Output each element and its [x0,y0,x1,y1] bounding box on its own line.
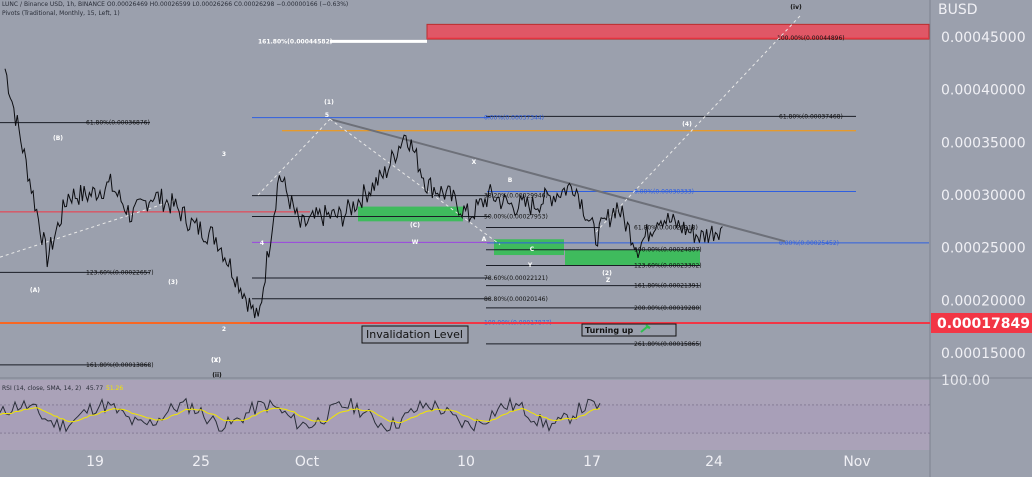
symbol-header: LUNC / Binance USD, 1h, BINANCE O0.00026… [2,1,349,8]
invalidation-box [361,325,469,344]
rsi-panel [0,380,930,450]
y-tick-label: 0.00035000 [941,135,1026,151]
wave-label: Z [606,277,611,284]
wave-label: B [508,177,513,184]
wave-label: (iv) [790,4,802,11]
fib-level-label: 161.80%(0.00021391) [634,283,702,290]
y-tick-label: 0.00030000 [941,188,1026,204]
turning-up-label: Turning up [585,326,634,335]
wave-label: (A) [30,287,40,294]
wave-label: C [530,246,535,253]
fib-level-label: 50.00%(0.00027953) [484,214,548,221]
x-tick-label: Oct [295,454,320,470]
fib-level-label: 61.80%(0.00026918) [634,224,698,231]
rsi-label: RSI (14, close, SMA, 14, 2) [2,385,81,392]
y-tick-label: 0.00025000 [941,241,1026,257]
fib-level-label: 0.00%(0.00037344) [484,115,544,122]
turning-up-arrow-icon [640,324,651,333]
x-tick-label: 19 [86,454,104,470]
fib-level-label: 123.60%(0.00022657) [86,269,154,276]
projection-line [0,199,176,258]
fib-level-label: 261.80%(0.00015865) [634,341,702,348]
fib-level-label: 88.80%(0.00020146) [484,296,548,303]
fib-level-label: 200.00%(0.00019280) [634,305,702,312]
wave-label: 2 [222,326,226,333]
projection-line [595,15,801,233]
fib-level-label: 78.60%(0.00022121) [484,275,548,282]
pivots-header: Pivots (Traditional, Monthly, 15, Left, … [2,10,120,17]
wave-label: Y [527,262,533,269]
fib-level-label: 0.00%(0.00025452) [779,240,839,247]
fib-level-label: 161.80%(0.00044582) [258,38,333,45]
wave-label: (B) [53,135,63,142]
rsi-axis-label: 100.00 [941,373,990,389]
wave-label: (C) [410,222,420,229]
y-tick-label: 0.00020000 [941,293,1026,309]
y-tick-label: 0.00045000 [941,30,1026,46]
wave-label: 5 [325,112,329,119]
fib-level-label: 61.80%(0.00037468) [779,113,843,120]
wave-label: (Y) [211,357,221,364]
green-zone [565,249,700,266]
fib-level-label: 123.60%(0.00023302) [634,263,702,270]
wave-label: 4 [260,240,264,247]
wave-label: X [472,159,477,166]
x-tick-label: 24 [705,454,723,470]
wave-label: W [412,239,419,246]
rsi-value: 45.77 [86,385,103,392]
price-axis-currency: BUSD [938,2,978,18]
rsi-line [0,396,601,433]
wave-label: A [482,236,487,243]
wave-label: (1) [324,99,334,106]
wave-label: (4) [682,121,692,128]
rsi-ma-value: 51.26 [106,385,123,392]
fib-level-label: 100.00%(0.00044896) [777,35,845,42]
wave-label: 3 [222,151,226,158]
x-tick-label: 17 [583,454,601,470]
y-tick-label: 0.00040000 [941,83,1026,99]
fib-level-label: 61.80%(0.00036876) [86,120,150,127]
current-price-label: 0.00017849 [937,316,1030,332]
wave-label: (ii) [212,372,222,379]
wave-label: (2) [602,270,612,277]
current-price-badge [931,312,1032,333]
fib-level-label: 100.00%(0.00024807) [634,247,702,254]
wave-label: (X) [211,357,221,364]
target-zone [426,23,930,40]
green-zone [358,206,463,222]
fib-level-label: 38.20%(0.00029946) [484,193,548,200]
trendline [329,118,786,243]
x-tick-label: 25 [192,454,210,470]
wave-label: (3) [168,279,178,286]
rsi-ma-line [0,407,601,424]
price-line [4,68,723,319]
x-tick-label: 10 [457,454,475,470]
y-tick-label: 0.00015000 [941,346,1026,362]
turning-up-box [581,323,677,337]
invalidation-label: Invalidation Level [366,328,463,341]
projection-line [329,118,501,245]
x-tick-label: Nov [843,454,870,470]
rsi-band-fill [0,405,930,433]
fib-level-label: 161.80%(0.00013868) [86,362,154,369]
fib-level-label: 0.00%(0.00030333) [634,188,694,195]
